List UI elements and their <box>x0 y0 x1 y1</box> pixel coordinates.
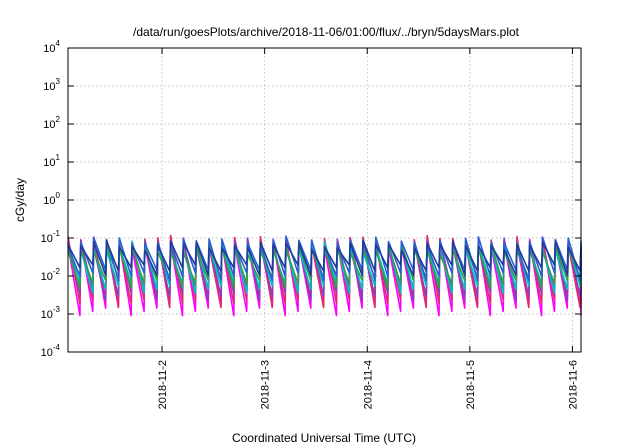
y-tick-label: 10-2 <box>41 267 61 283</box>
y-tick-label: 10-1 <box>41 229 61 245</box>
chart-title: /data/run/goesPlots/archive/2018-11-06/0… <box>133 25 520 39</box>
series-group <box>67 234 582 317</box>
y-tick-label: 10-3 <box>41 305 61 321</box>
x-axis: 2018-11-2 2018-11-3 2018-11-4 2018-11-5 2018… <box>157 48 579 409</box>
series-line <box>67 239 582 277</box>
y-tick-label: 101 <box>43 153 60 169</box>
y-tick-label: 103 <box>43 77 60 93</box>
x-tick-label: 2018-11-6 <box>567 360 579 409</box>
y-axis: 10-4 10-3 10-2 10-1 100 101 102 103 104 <box>41 39 581 359</box>
y-tick-label: 10-4 <box>41 343 61 359</box>
y-tick-label: 100 <box>43 191 60 207</box>
x-tick-label: 2018-11-2 <box>157 360 169 409</box>
x-axis-title: Coordinated Universal Time (UTC) <box>232 431 416 445</box>
x-tick-label: 2018-11-3 <box>260 360 272 409</box>
x-tick-label: 2018-11-4 <box>362 360 374 409</box>
x-tick-label: 2018-11-5 <box>465 360 477 409</box>
y-tick-label: 102 <box>43 115 60 131</box>
y-axis-title: cGy/day <box>13 178 27 222</box>
y-tick-label: 104 <box>43 39 60 55</box>
